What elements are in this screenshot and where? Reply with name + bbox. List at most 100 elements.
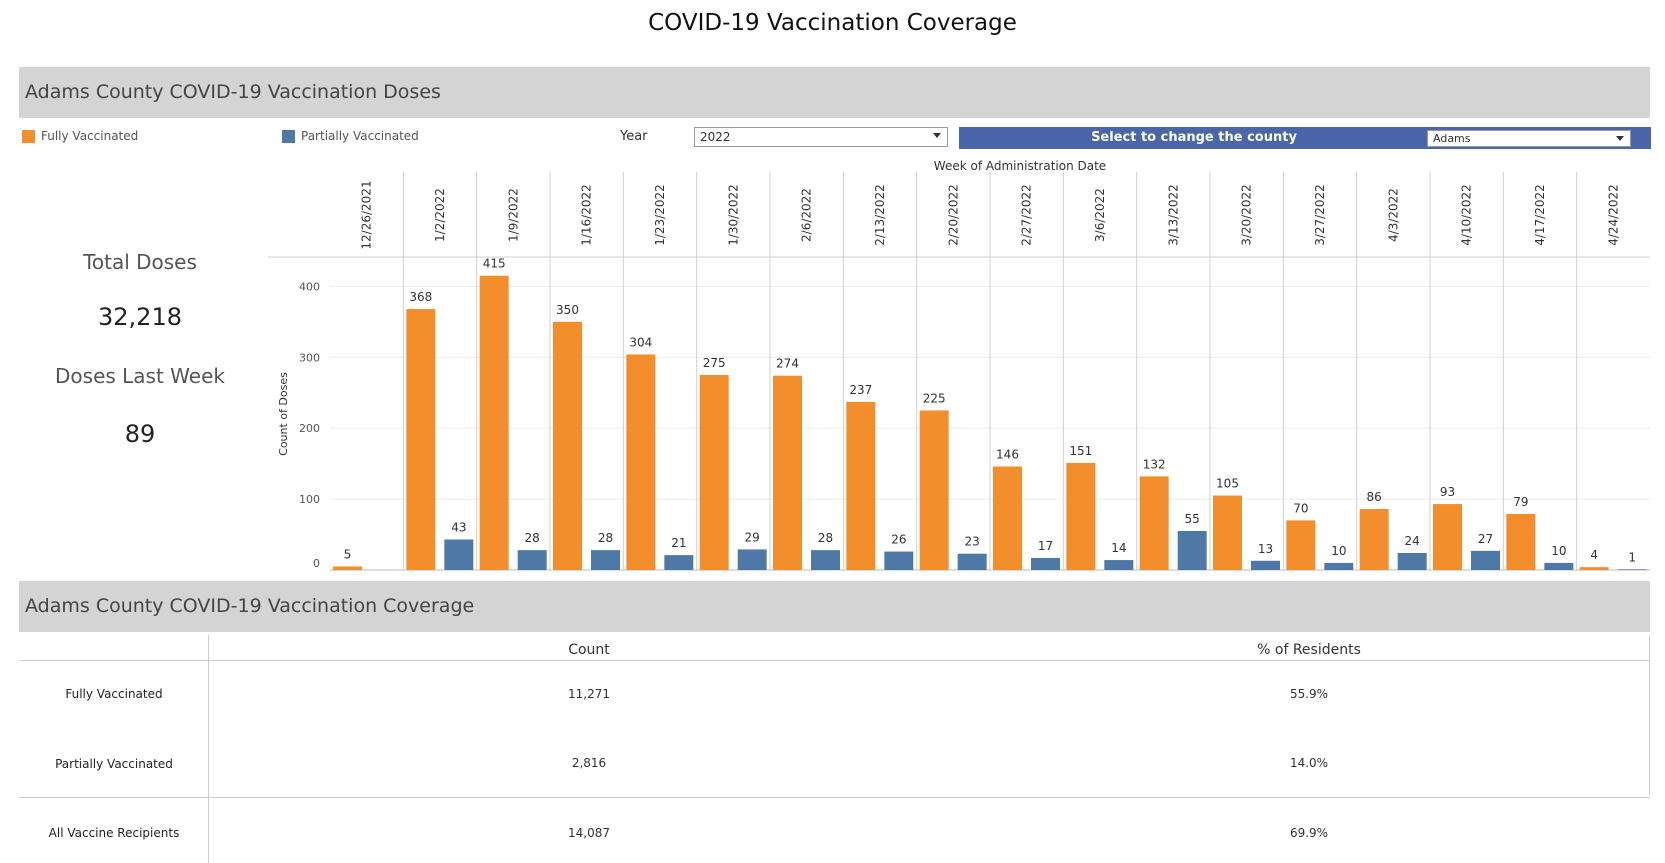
- x-tick-label: 1/23/2022: [653, 184, 667, 246]
- cell-percent-partially: 14.0%: [1289, 756, 1329, 770]
- x-tick-label: 12/26/2021: [360, 180, 374, 249]
- doses-last-week-label: Doses Last Week: [55, 364, 225, 388]
- x-tick-label: 2/27/2022: [1020, 184, 1034, 246]
- bar-fully-vaccinated: [1359, 509, 1389, 570]
- x-tick-label: 4/17/2022: [1533, 184, 1547, 246]
- data-label-partially: 27: [1478, 532, 1493, 546]
- data-label-fully: 275: [703, 356, 726, 370]
- legend-swatch-partially: [282, 129, 295, 143]
- bar-fully-vaccinated: [773, 375, 802, 570]
- bar-partially-vaccinated: [1471, 550, 1500, 570]
- data-label-partially: 55: [1185, 512, 1200, 526]
- data-label-fully: 350: [556, 303, 579, 317]
- bar-fully-vaccinated: [333, 566, 362, 570]
- cell-count-fully: 11,271: [568, 687, 610, 701]
- data-label-fully: 70: [1293, 501, 1308, 515]
- y-tick-label: 200: [299, 422, 320, 435]
- county-selector-bar: Select to change the county Adams: [959, 127, 1651, 149]
- x-tick-label: 3/20/2022: [1240, 184, 1254, 246]
- bar-partially-vaccinated: [1177, 531, 1207, 570]
- data-label-fully: 368: [409, 290, 432, 304]
- bar-partially-vaccinated: [1397, 552, 1427, 570]
- data-label-fully: 237: [849, 383, 872, 397]
- data-label-partially: 21: [671, 536, 686, 550]
- data-label-partially: 43: [451, 521, 466, 535]
- data-label-partially: 14: [1111, 541, 1126, 555]
- legend-label-fully: Fully Vaccinated: [41, 129, 139, 143]
- x-tick-label: 1/2/2022: [433, 188, 447, 242]
- data-label-partially: 1: [1628, 550, 1636, 564]
- x-tick-label: 4/10/2022: [1460, 184, 1474, 246]
- data-label-fully: 105: [1216, 477, 1239, 491]
- total-doses-value: 32,218: [98, 303, 182, 331]
- coverage-table: Count % of Residents Fully Vaccinated 11…: [19, 635, 1650, 863]
- bar-fully-vaccinated: [846, 401, 876, 570]
- row-label-fully: Fully Vaccinated: [65, 687, 163, 701]
- bar-fully-vaccinated: [919, 410, 949, 570]
- cell-percent-all: 69.9%: [1289, 826, 1329, 840]
- doses-bar-chart: Week of Administration Date Count of Dose…: [268, 159, 1650, 571]
- bar-fully-vaccinated: [1286, 520, 1316, 570]
- data-label-fully: 132: [1143, 457, 1166, 471]
- doses-section-header: Adams County COVID-19 Vaccination Doses: [19, 67, 1650, 118]
- page-title: COVID-19 Vaccination Coverage: [648, 10, 1017, 36]
- cell-count-partially: 2,816: [571, 756, 607, 770]
- bar-partially-vaccinated: [811, 550, 840, 570]
- data-label-partially: 10: [1551, 544, 1566, 558]
- doses-last-week-value: 89: [124, 420, 156, 448]
- bar-partially-vaccinated: [1617, 569, 1647, 570]
- legend-label-partially: Partially Vaccinated: [301, 129, 419, 143]
- year-dropdown[interactable]: 2022: [694, 127, 948, 147]
- data-label-partially: 13: [1258, 542, 1273, 556]
- data-label-fully: 225: [923, 391, 946, 405]
- bar-partially-vaccinated: [591, 550, 620, 570]
- total-doses-label: Total Doses: [83, 250, 197, 274]
- bar-partially-vaccinated: [444, 539, 474, 570]
- bar-fully-vaccinated: [699, 375, 729, 570]
- legend-item-fully-vaccinated[interactable]: Fully Vaccinated: [22, 129, 138, 143]
- data-label-fully: 146: [996, 447, 1019, 461]
- county-dropdown[interactable]: Adams: [1427, 130, 1631, 147]
- table-divider-right: [1649, 635, 1650, 795]
- data-label-partially: 28: [525, 531, 540, 545]
- legend-item-partially-vaccinated[interactable]: Partially Vaccinated: [282, 129, 419, 143]
- bar-partially-vaccinated: [517, 550, 547, 570]
- legend-swatch-fully: [22, 129, 35, 143]
- x-tick-label: 3/13/2022: [1166, 184, 1180, 246]
- data-label-fully: 415: [483, 257, 506, 271]
- x-tick-label: 2/6/2022: [800, 188, 814, 242]
- bar-fully-vaccinated: [1139, 476, 1169, 570]
- x-tick-label: 4/3/2022: [1386, 188, 1400, 242]
- x-tick-label: 1/30/2022: [726, 184, 740, 246]
- x-tick-label: 2/20/2022: [946, 184, 960, 246]
- data-label-fully: 151: [1069, 444, 1092, 458]
- row-label-all: All Vaccine Recipients: [48, 826, 180, 840]
- column-header-count: Count: [568, 642, 610, 658]
- county-dropdown-value: Adams: [1433, 132, 1471, 145]
- bar-fully-vaccinated: [1433, 504, 1462, 570]
- data-label-partially: 28: [818, 531, 833, 545]
- data-label-partially: 26: [891, 533, 906, 547]
- bar-fully-vaccinated: [993, 466, 1022, 570]
- bar-fully-vaccinated: [1213, 495, 1242, 570]
- data-label-fully: 274: [776, 357, 799, 371]
- year-filter-label: Year: [620, 129, 648, 144]
- column-header-percent: % of Residents: [1257, 642, 1361, 658]
- table-row-rule: [19, 797, 1650, 798]
- x-tick-label: 2/13/2022: [873, 184, 887, 246]
- bar-partially-vaccinated: [1544, 562, 1574, 570]
- bar-fully-vaccinated: [626, 354, 656, 570]
- bar-partially-vaccinated: [1104, 560, 1134, 570]
- data-label-fully: 79: [1513, 495, 1528, 509]
- x-axis-title: Week of Administration Date: [934, 159, 1106, 173]
- row-label-partially: Partially Vaccinated: [55, 757, 173, 771]
- coverage-section-header: Adams County COVID-19 Vaccination Covera…: [19, 581, 1650, 632]
- data-label-partially: 24: [1405, 534, 1420, 548]
- bar-partially-vaccinated: [957, 553, 987, 570]
- cell-count-all: 14,087: [568, 826, 610, 840]
- data-label-partially: 17: [1038, 539, 1053, 553]
- table-header-rule: [19, 660, 1650, 661]
- data-label-partially: 28: [598, 531, 613, 545]
- data-label-partially: 10: [1331, 544, 1346, 558]
- x-tick-label: 4/24/2022: [1606, 184, 1620, 246]
